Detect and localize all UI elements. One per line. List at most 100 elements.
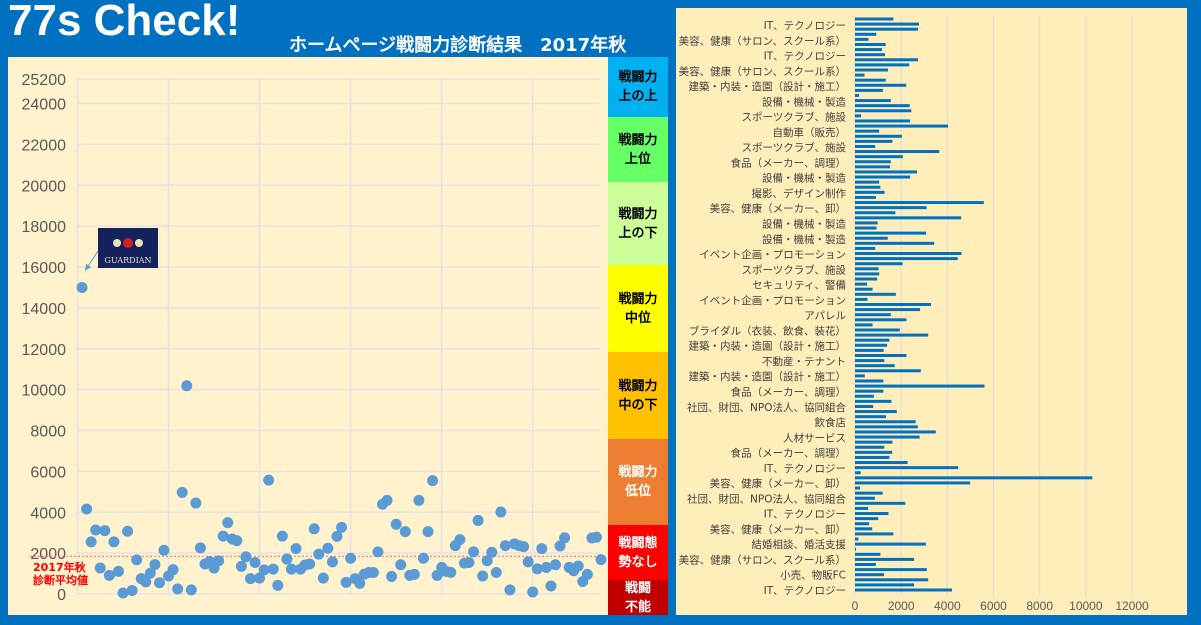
scatter-point [267, 563, 279, 575]
bar [855, 476, 1093, 480]
scatter-point [522, 556, 534, 568]
scatter-point [140, 576, 152, 588]
bar [855, 160, 891, 164]
scatter-point [317, 572, 329, 584]
scatter-point [258, 564, 270, 576]
scatter-point [372, 546, 384, 558]
bar [855, 517, 879, 521]
bar [855, 246, 876, 250]
scatter-point [331, 530, 343, 542]
scatter-point [581, 568, 593, 580]
scatter-point [304, 558, 316, 570]
category-label: 自動車（販売） [773, 126, 847, 139]
bar [855, 537, 859, 541]
scatter-point [149, 559, 161, 571]
bar [855, 180, 880, 184]
category-label: 撮影、デザイン制作 [752, 187, 847, 200]
category-label: 設備・機械・製造 [762, 233, 846, 246]
y-tick-label: 24000 [22, 97, 67, 114]
scatter-point [249, 557, 261, 569]
scatter-point [90, 524, 102, 536]
bar [855, 313, 891, 317]
bar [855, 27, 919, 31]
scatter-point [504, 584, 516, 596]
scatter-point [190, 497, 202, 509]
bar [855, 547, 857, 551]
bar [855, 139, 893, 143]
bar [855, 175, 911, 179]
bar [855, 252, 962, 256]
scatter-point [399, 526, 411, 538]
bar [855, 404, 874, 408]
scatter-point [158, 544, 170, 556]
bar [855, 461, 908, 465]
bar [855, 471, 861, 475]
scatter-point [117, 587, 129, 599]
bar [855, 501, 906, 505]
bar [855, 78, 886, 82]
category-label: IT、テクノロジー [764, 463, 846, 475]
scatter-point [413, 494, 425, 506]
bar [855, 410, 897, 414]
bar [855, 63, 910, 67]
scatter-point [144, 567, 156, 579]
category-label: 美容、健康（サロン、スクール系） [679, 65, 846, 78]
bar [855, 308, 921, 312]
scatter-point [112, 565, 124, 577]
scatter-point [167, 564, 179, 576]
bar [855, 109, 912, 113]
category-label: IT、テクノロジー [764, 20, 846, 32]
scatter-point [281, 553, 293, 565]
scatter-point [153, 577, 165, 589]
category-label: 美容、健康（サロン、スクール系） [679, 34, 846, 47]
bar [855, 481, 971, 485]
scatter-point [99, 525, 111, 537]
scatter-point [181, 380, 193, 392]
category-label: 設備・機械・製造 [762, 172, 846, 185]
bar [855, 211, 896, 215]
scatter-point [172, 583, 184, 595]
category-label: 建築・内装・造園（設計・施工） [689, 370, 847, 383]
bar [855, 241, 935, 245]
bar [855, 226, 877, 230]
bar [855, 206, 927, 210]
scatter-point [76, 281, 88, 293]
scatter-point [531, 563, 543, 575]
scatter-point [213, 555, 225, 567]
bar [855, 527, 873, 531]
scatter-point [381, 494, 393, 506]
scatter-point [326, 556, 338, 568]
rank-band: 戦闘態 勢なし [608, 525, 668, 580]
scatter-point [431, 569, 443, 581]
scatter-point [422, 526, 434, 538]
bar [855, 155, 903, 159]
scatter-point [490, 567, 502, 579]
scatter-point [231, 535, 243, 547]
y-tick-label: 4000 [30, 505, 66, 522]
bar [855, 496, 875, 500]
scatter-point [345, 552, 357, 564]
y-tick-label: 25200 [22, 72, 67, 89]
bar [855, 48, 883, 52]
category-label: 美容、健康（サロン、スクール系） [679, 553, 846, 566]
bar [855, 272, 880, 276]
category-label: 美容、健康（メーカー、卸） [710, 477, 846, 490]
bar [855, 425, 918, 429]
bar [855, 578, 929, 582]
scatter-point [518, 541, 530, 553]
average-label: 2017年秋 診断平均値 [33, 561, 88, 587]
category-label: IT、テクノロジー [764, 51, 846, 63]
app-title: 77s Check! [8, 0, 241, 45]
category-label: セキュリティ、警備 [752, 279, 846, 292]
category-label: スポーツクラブ、施設 [742, 141, 847, 154]
y-tick-label: 8000 [30, 424, 66, 441]
bar [855, 32, 877, 36]
bar [855, 486, 861, 490]
y-tick-label: 22000 [22, 137, 67, 154]
bar [855, 231, 927, 235]
bar [855, 353, 907, 357]
rank-band: 戦闘力 上の上 [608, 57, 668, 117]
scatter-point [185, 584, 197, 596]
rank-band: 戦闘力 中位 [608, 265, 668, 352]
category-label: 不動産・テナント [762, 355, 846, 368]
